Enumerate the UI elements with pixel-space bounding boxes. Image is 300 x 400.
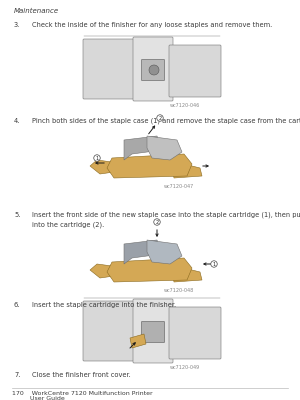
FancyBboxPatch shape [133, 299, 173, 363]
Text: Close the finisher front cover.: Close the finisher front cover. [32, 372, 131, 378]
Text: Check the inside of the finisher for any loose staples and remove them.: Check the inside of the finisher for any… [32, 22, 272, 28]
Polygon shape [172, 268, 202, 282]
FancyBboxPatch shape [142, 322, 164, 342]
FancyBboxPatch shape [83, 301, 137, 361]
Text: into the cartridge (2).: into the cartridge (2). [32, 221, 104, 228]
Text: 7.: 7. [14, 372, 20, 378]
Polygon shape [90, 264, 114, 278]
Text: User Guide: User Guide [12, 396, 65, 400]
Text: wc7120-047: wc7120-047 [164, 184, 194, 189]
Polygon shape [107, 154, 192, 178]
Polygon shape [124, 240, 162, 264]
Polygon shape [147, 240, 182, 264]
Text: wc7120-046: wc7120-046 [170, 103, 200, 108]
Text: 170    WorkCentre 7120 Multifunction Printer: 170 WorkCentre 7120 Multifunction Printe… [12, 391, 153, 396]
Text: Maintenance: Maintenance [14, 8, 59, 14]
Text: Insert the staple cartridge into the finisher.: Insert the staple cartridge into the fin… [32, 302, 176, 308]
Text: 1: 1 [95, 156, 99, 160]
Text: 3.: 3. [14, 22, 20, 28]
Polygon shape [90, 160, 114, 174]
Text: 2: 2 [158, 116, 162, 120]
FancyBboxPatch shape [133, 37, 173, 101]
Text: wc7120-048: wc7120-048 [164, 288, 194, 293]
Text: Insert the front side of the new staple case into the staple cartridge (1), then: Insert the front side of the new staple … [32, 212, 300, 218]
Text: 5.: 5. [14, 212, 20, 218]
Text: 4.: 4. [14, 118, 20, 124]
Text: 2: 2 [155, 220, 159, 224]
Ellipse shape [149, 65, 159, 75]
Polygon shape [130, 334, 146, 348]
Text: Pinch both sides of the staple case (1) and remove the staple case from the cart: Pinch both sides of the staple case (1) … [32, 118, 300, 124]
Text: 1: 1 [212, 262, 216, 266]
FancyBboxPatch shape [169, 45, 221, 97]
FancyBboxPatch shape [142, 60, 164, 80]
Polygon shape [124, 136, 162, 160]
Polygon shape [107, 258, 192, 282]
Polygon shape [147, 136, 182, 160]
FancyBboxPatch shape [83, 39, 137, 99]
Text: wc7120-049: wc7120-049 [170, 365, 200, 370]
Text: 6.: 6. [14, 302, 20, 308]
FancyBboxPatch shape [169, 307, 221, 359]
Polygon shape [172, 164, 202, 178]
